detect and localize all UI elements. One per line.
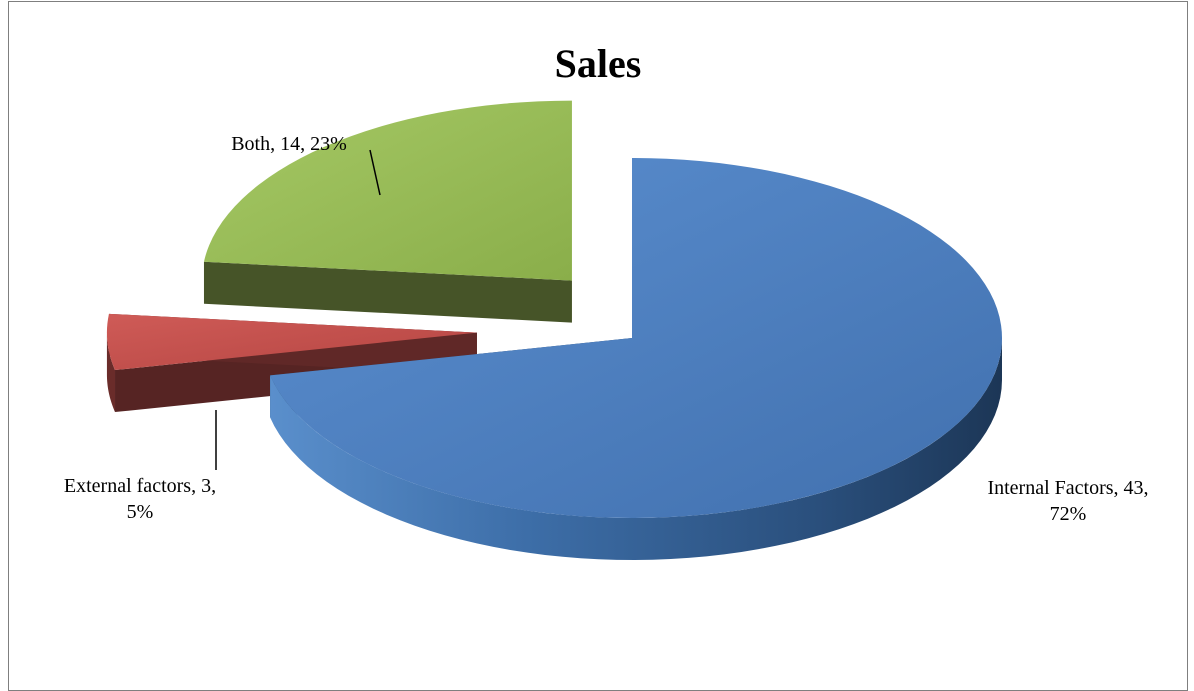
label-internal-factors: Internal Factors, 43, 72% xyxy=(987,477,1148,525)
slice-both xyxy=(203,100,572,323)
chart-title: Sales xyxy=(554,41,642,86)
slice-internal-factors xyxy=(270,158,1003,560)
pie-chart: Internal Factors, 43, 72% External factors… xyxy=(64,100,1149,560)
label-external-factors: External factors, 3, 5% xyxy=(64,475,216,523)
leader-line-both xyxy=(369,149,381,196)
label-both: Both, 14, 23% xyxy=(231,133,347,155)
slice-external-factors xyxy=(106,313,477,413)
